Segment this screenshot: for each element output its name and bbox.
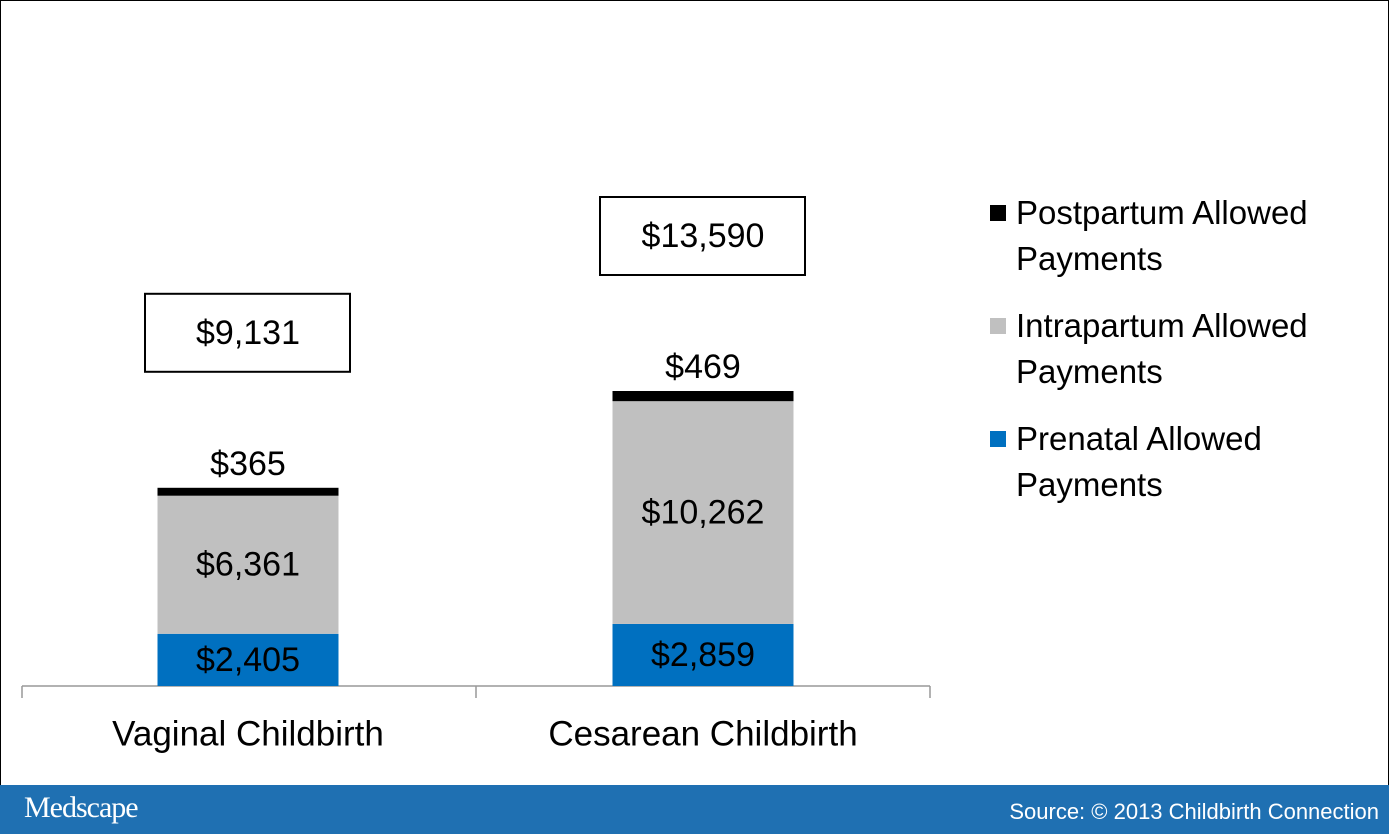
brand: Medscape	[24, 791, 139, 824]
legend-swatch	[990, 318, 1006, 334]
footer: Medscape Source: © 2013 Childbirth Conne…	[0, 785, 1389, 834]
legend-label: Prenatal Allowed Payments	[1016, 420, 1262, 503]
bar-segment	[612, 401, 794, 624]
x-tick-label: Cesarean Childbirth	[548, 714, 857, 753]
total-label: $9,131	[196, 314, 300, 352]
total-label: $13,590	[642, 217, 765, 255]
value-label: $365	[210, 445, 286, 483]
legend-swatch	[990, 431, 1006, 447]
x-tick-label: Vaginal Childbirth	[112, 714, 384, 753]
bar-segment	[157, 633, 339, 686]
chart: $2,405 $6,361 $365 $9,131 Vaginal Childbirth…	[0, 0, 1389, 785]
value-label: $6,361	[196, 546, 300, 584]
value-label: $2,859	[651, 636, 755, 674]
legend-label: Postpartum Allowed Payments	[1016, 194, 1308, 277]
total-box	[144, 292, 351, 373]
legend-item: Postpartum Allowed Payments	[990, 190, 1389, 282]
legend: Postpartum Allowed Payments Intrapartum A…	[990, 190, 1389, 529]
bar-segment	[612, 391, 794, 402]
source: Source: © 2013 Childbirth Connection	[1009, 799, 1379, 824]
bar-segment	[612, 623, 794, 686]
value-label: $469	[665, 348, 741, 386]
value-label: $10,262	[642, 494, 765, 532]
legend-swatch	[990, 205, 1006, 221]
bar-segment	[157, 495, 339, 634]
bar-segment	[157, 487, 339, 496]
legend-item: Intrapartum Allowed Payments	[990, 303, 1389, 395]
legend-item: Prenatal Allowed Payments	[990, 416, 1389, 508]
value-label: $2,405	[196, 641, 300, 679]
total-box	[599, 196, 806, 276]
legend-label: Intrapartum Allowed Payments	[1016, 307, 1308, 390]
